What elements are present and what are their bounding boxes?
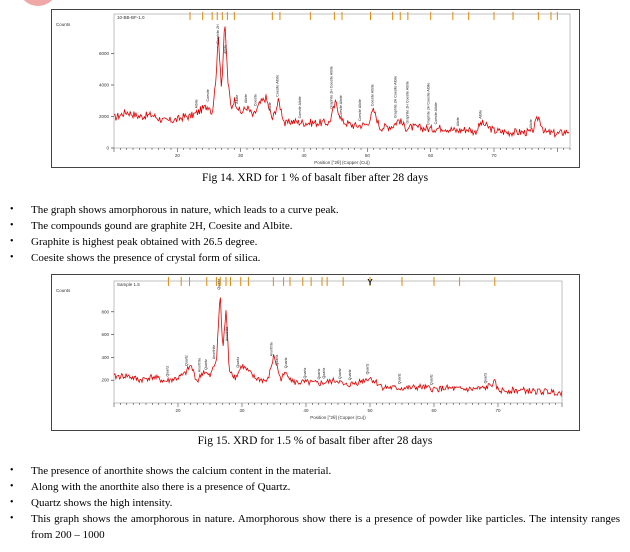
peak-label: Quartz <box>430 374 434 385</box>
peak-label: Coesite Albite <box>358 99 362 121</box>
peak-label: Quartz <box>317 368 321 379</box>
xrd-plot-fig14: Counts 10-BB-BF-1.0 6000 4000 2000 0 20 30 40 50 6… <box>56 12 571 165</box>
x-tick-label: 20 <box>175 408 181 413</box>
peak-label: Coesite Albite <box>339 95 343 117</box>
peak-label: Albite <box>456 117 460 126</box>
peak-label: Albite <box>529 119 533 128</box>
y-tick-label: 400 <box>101 355 109 360</box>
x-tick-label: 70 <box>491 153 497 158</box>
peak-label: Quartz <box>338 368 342 379</box>
peak-label: Quartz <box>165 365 169 376</box>
x-tick-label: 30 <box>239 408 245 413</box>
diffraction-pattern-line <box>113 26 570 138</box>
peak-label: Quartz <box>366 363 370 374</box>
peak-label: Albite <box>235 95 239 104</box>
x-tick-label: 20 <box>175 153 181 158</box>
peak-label: Quartz <box>275 354 279 365</box>
position-marker: Y <box>367 278 373 287</box>
plot-frame <box>113 280 563 404</box>
peak-label: Albite <box>244 94 248 103</box>
y-axis-title: Counts <box>56 22 71 27</box>
peak-label: Quartz <box>348 369 352 380</box>
bullet-item: The graph shows amorphorous in nature, w… <box>8 202 608 218</box>
peak-label: Albite <box>224 45 228 54</box>
peak-label: Quartz <box>185 355 189 366</box>
x-tick-label: 70 <box>495 408 501 413</box>
y-tick-label: 4000 <box>99 83 110 88</box>
y-tick-label: 0 <box>106 146 109 151</box>
bullet-item: The compounds gound are graphite 2H, Coe… <box>8 218 608 234</box>
x-tick-label: 60 <box>428 153 434 158</box>
peak-label: Graphite 2H Coesite Albite <box>330 66 334 108</box>
sample-label: Sample 1.5 <box>117 282 140 287</box>
peak-label: Albite <box>195 99 199 108</box>
peak-label: Coesite <box>254 94 258 106</box>
bullet-item: Along with the anorthite also there is a… <box>8 479 620 495</box>
peak-label: Anorthite <box>212 345 216 359</box>
x-tick-label: 40 <box>301 153 307 158</box>
peak-label: Quartz <box>483 372 487 383</box>
sample-label: 10-BB-BF-1.0 <box>117 15 145 20</box>
peak-label: Quartz <box>236 357 240 368</box>
x-tick-label: 30 <box>238 153 244 158</box>
peak-label: Quartz <box>204 359 208 370</box>
peak-label: Coesite Albite <box>371 84 375 106</box>
x-tick-label: 40 <box>303 408 309 413</box>
peak-label: Albite <box>268 102 272 111</box>
peak-label: Quartz <box>398 373 402 384</box>
x-tick-label: 50 <box>365 153 371 158</box>
y-axis-title: Counts <box>56 288 71 293</box>
bullet-item: The presence of anorthite shows the calc… <box>8 463 620 479</box>
peak-label: Graphite 2H Coesite Albite <box>406 81 410 123</box>
y-tick-label: 600 <box>101 332 109 337</box>
peak-label: Coesite Albite <box>276 75 280 97</box>
bullet-list-fig15: The presence of anorthite shows the calc… <box>8 463 620 543</box>
figure-caption-14: Fig 14. XRD for 1 % of basalt fiber afte… <box>201 172 429 184</box>
xrd-chart-fig15: Y Counts Sample 1.5 800 600 400 200 20 30 40 50 60 7… <box>51 274 580 431</box>
peak-label: Graphite 2H Coesite Albite <box>426 83 430 125</box>
y-tick-label: 200 <box>101 378 109 383</box>
peak-label: Graphite 2H Coesite Albite <box>393 76 397 118</box>
bullet-item: This graph shows the amorphorous in natu… <box>8 511 620 543</box>
peak-label: Quartz <box>284 357 288 368</box>
xrd-plot-fig15: Y Counts Sample 1.5 800 600 400 200 20 30 40 50 60 7… <box>56 277 563 420</box>
xrd-chart-fig14: Counts 10-BB-BF-1.0 6000 4000 2000 0 20 30 40 50 6… <box>51 9 580 168</box>
bullet-item: Quartz shows the high intensity. <box>8 495 620 511</box>
peak-label: Albite <box>478 110 482 119</box>
y-tick-label: 2000 <box>99 114 110 119</box>
x-tick-label: 60 <box>431 408 437 413</box>
x-axis-label: Position [°2θ] (Copper (Cu)) <box>310 415 366 420</box>
bullet-list-fig14: The graph shows amorphorous in nature, w… <box>8 202 608 266</box>
peak-label: Coesite Albite <box>434 102 438 124</box>
plot-frame <box>113 13 571 149</box>
y-tick-label: 6000 <box>99 51 110 56</box>
peak-label: Anorthite <box>197 358 201 372</box>
peak-label: Anorthite <box>225 327 229 341</box>
peak-label: Quartz <box>303 367 307 378</box>
peak-label: Quartz <box>322 367 326 378</box>
peak-label: Quartz <box>217 279 221 290</box>
logo-fragment <box>18 0 58 6</box>
x-axis-label: Position [°2θ] (Copper (Cu)) <box>314 160 370 165</box>
figure-caption-15: Fig 15. XRD for 1.5 % of basalt fiber af… <box>197 435 433 447</box>
bullet-item: Graphite is highest peak obtained with 2… <box>8 234 608 250</box>
peak-label: Anorthite <box>270 342 274 356</box>
peak-label: Coesite Albite <box>298 96 302 118</box>
bullet-item: Coesite shows the presence of crystal fo… <box>8 250 608 266</box>
peak-label: Coesite <box>206 89 210 101</box>
peak-label: Graphite 2H <box>216 24 220 44</box>
diffraction-pattern-line <box>113 297 563 398</box>
y-tick-label: 800 <box>101 309 109 314</box>
x-tick-label: 50 <box>367 408 373 413</box>
